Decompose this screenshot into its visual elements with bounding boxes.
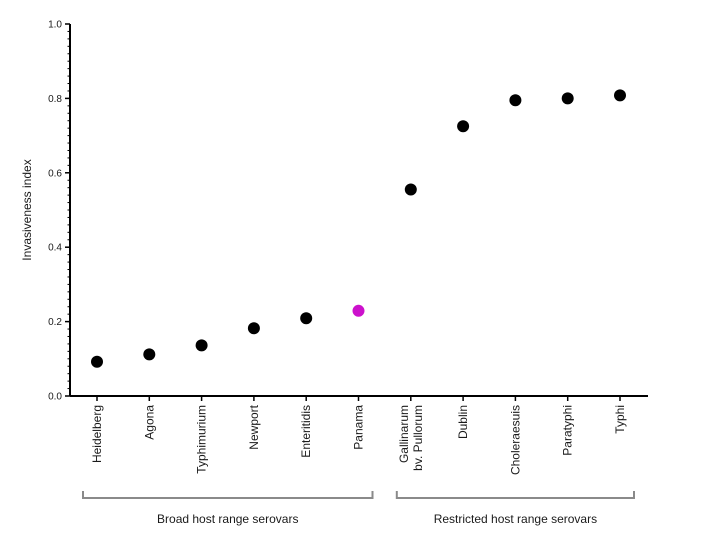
group-label: Broad host range serovars	[157, 512, 298, 526]
data-point	[143, 348, 156, 361]
data-point	[247, 322, 260, 335]
data-points	[91, 89, 626, 368]
data-point	[561, 92, 574, 105]
data-point	[509, 94, 522, 107]
y-tick-label: 1.0	[48, 20, 62, 31]
x-category-label: Gallinarum	[397, 405, 411, 463]
data-point	[352, 304, 365, 317]
data-point	[457, 120, 470, 133]
data-point	[614, 89, 626, 102]
x-category-label: Agona	[142, 405, 156, 440]
data-point	[195, 339, 208, 352]
y-axis: 0.0 0.2 0.4 0.6 0.8 1.0	[48, 20, 71, 403]
x-axis: Heidelberg Agona Typhimurium Newport Enterit…	[70, 395, 648, 475]
x-category-label: Panama	[352, 405, 366, 450]
y-tick-label: 0.0	[48, 392, 62, 403]
data-point	[91, 355, 103, 368]
y-tick-label: 0.8	[48, 94, 62, 105]
y-tick-label: 0.4	[48, 243, 62, 254]
x-category-label: bv. Pullorum	[411, 405, 425, 471]
x-category-label: Heidelberg	[90, 405, 104, 463]
group-label: Restricted host range serovars	[434, 512, 597, 526]
data-point	[404, 183, 417, 196]
x-category-label: Newport	[247, 404, 261, 449]
x-category-label: Dublin	[456, 405, 470, 439]
group-bracket	[395, 491, 635, 499]
x-category-label: Typhimurium	[195, 405, 209, 474]
y-tick-label: 0.2	[48, 317, 62, 328]
y-axis-title: Invasiveness index	[20, 159, 34, 260]
x-category-label: Paratyphi	[561, 405, 575, 456]
x-category-label: Typhi	[613, 405, 627, 434]
group-bracket	[82, 491, 374, 499]
x-category-label: Enteritidis	[299, 405, 313, 458]
x-category-label: Choleraesuis	[508, 405, 522, 475]
y-tick-label: 0.6	[48, 168, 62, 179]
data-point	[300, 312, 313, 325]
group-brackets: Broad host range serovars Restricted host…	[82, 491, 635, 526]
